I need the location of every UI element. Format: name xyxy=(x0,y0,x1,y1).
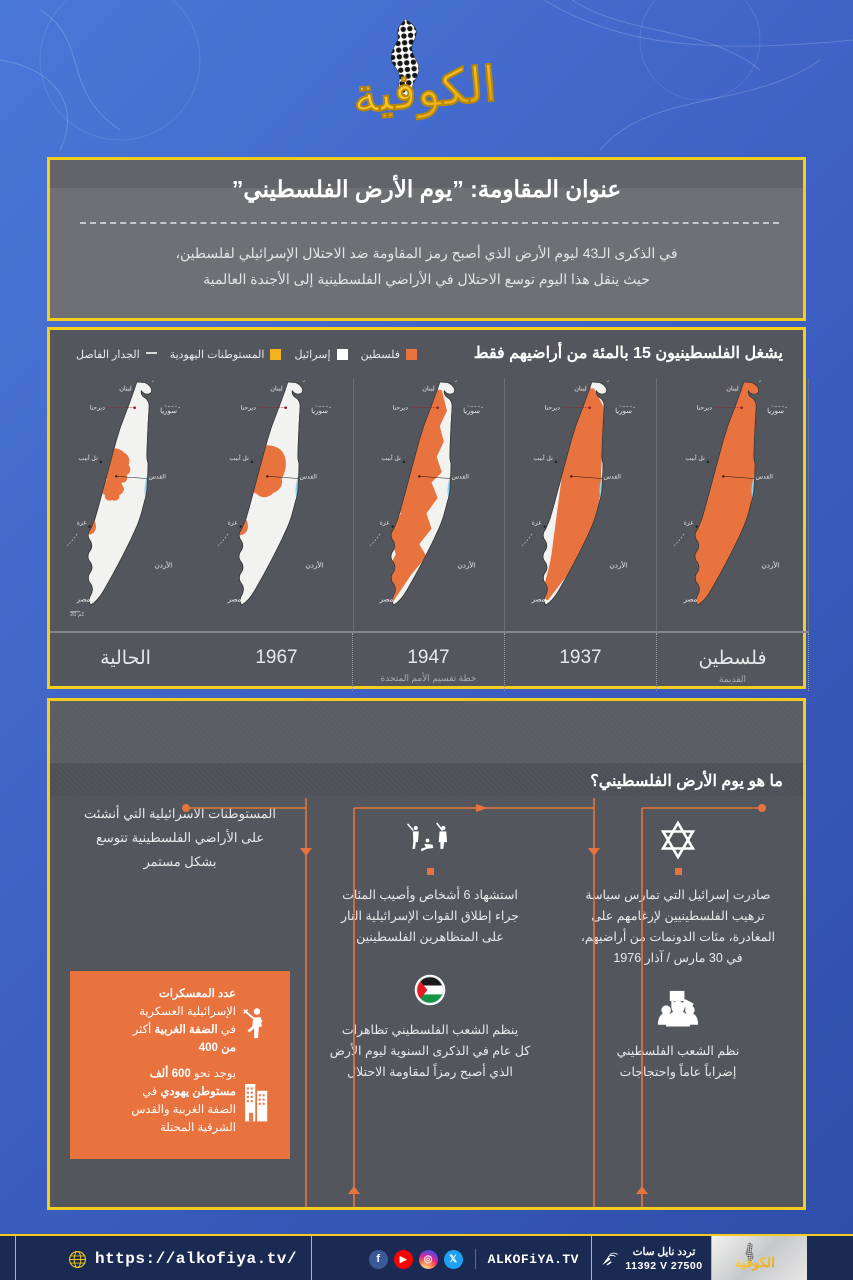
svg-text:الأردن: الأردن xyxy=(306,560,324,570)
svg-text:سوريا: سوريا xyxy=(463,407,480,415)
svg-text:الأردن: الأردن xyxy=(609,560,627,570)
svg-text:ديرحنا: ديرحنا xyxy=(393,405,409,412)
svg-text:لبنان: لبنان xyxy=(422,385,435,392)
svg-text:لبنان: لبنان xyxy=(119,385,132,392)
svg-text:لبنان: لبنان xyxy=(726,385,739,392)
svg-text:تل أبيب: تل أبيب xyxy=(533,453,553,462)
svg-text:غزة: غزة xyxy=(531,520,541,527)
svg-text:مصر: مصر xyxy=(530,597,545,604)
svg-text:مصر: مصر xyxy=(682,597,697,604)
svg-text:القدس: القدس xyxy=(300,473,318,480)
svg-text:مصر: مصر xyxy=(379,597,394,604)
svg-text:الأردن: الأردن xyxy=(458,560,476,570)
svg-text:غزة: غزة xyxy=(228,520,238,527)
svg-text:الأردن: الأردن xyxy=(761,560,779,570)
svg-text:القدس: القدس xyxy=(452,473,470,480)
svg-text:ديرحنا: ديرحنا xyxy=(544,405,560,412)
svg-text:القدس: القدس xyxy=(755,473,773,480)
svg-text:تل أبيب: تل أبيب xyxy=(230,453,250,462)
svg-text:الكوفية: الكوفية xyxy=(350,57,499,125)
svg-text:ديرحنا: ديرحنا xyxy=(90,405,106,412)
svg-text:ديرحنا: ديرحنا xyxy=(241,405,257,412)
svg-text:مصر: مصر xyxy=(76,597,91,604)
svg-text:لبنان: لبنان xyxy=(270,385,283,392)
svg-text:لبنان: لبنان xyxy=(574,385,587,392)
svg-text:سوريا: سوريا xyxy=(160,407,177,415)
svg-text:سوريا: سوريا xyxy=(767,407,784,415)
svg-text:سوريا: سوريا xyxy=(615,407,632,415)
svg-text:غزة: غزة xyxy=(683,520,693,527)
svg-text:سوريا: سوريا xyxy=(311,407,328,415)
svg-text:الكوفية: الكوفية xyxy=(734,1255,774,1271)
svg-text:القدس: القدس xyxy=(148,473,166,480)
svg-text:تل أبيب: تل أبيب xyxy=(78,453,98,462)
svg-text:ديرحنا: ديرحنا xyxy=(696,405,712,412)
svg-text:غزة: غزة xyxy=(380,520,390,527)
svg-text:القدس: القدس xyxy=(603,473,621,480)
svg-text:غزة: غزة xyxy=(77,520,87,527)
svg-text:تل أبيب: تل أبيب xyxy=(685,453,705,462)
svg-text:تل أبيب: تل أبيب xyxy=(381,453,401,462)
svg-text:الأردن: الأردن xyxy=(155,560,173,570)
svg-text:مصر: مصر xyxy=(227,597,242,604)
